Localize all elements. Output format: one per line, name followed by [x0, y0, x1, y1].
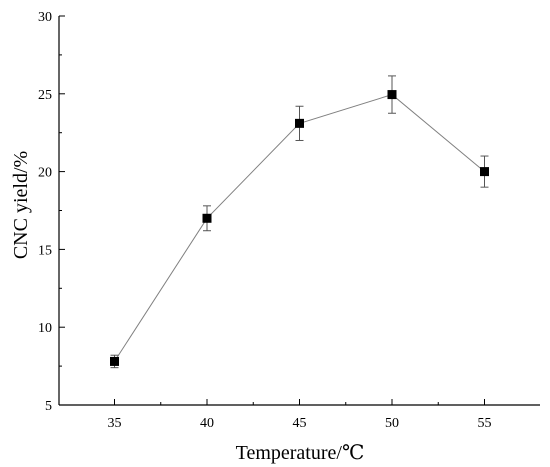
- x-tick-label: 55: [478, 416, 492, 431]
- y-tick-label: 25: [38, 88, 52, 103]
- data-point-marker: [295, 118, 304, 128]
- y-tick-label: 20: [38, 166, 52, 181]
- y-tick-label: 30: [38, 10, 52, 25]
- data-point-marker: [202, 213, 212, 223]
- data-point-marker: [480, 167, 489, 177]
- data-point-marker: [387, 90, 397, 100]
- x-tick-label: 35: [108, 416, 122, 431]
- y-tick-label: 5: [45, 399, 52, 414]
- y-axis-title: CNC yield/%: [10, 151, 32, 259]
- data-point-marker: [110, 356, 119, 366]
- y-tick-label: 15: [38, 243, 52, 258]
- series: [110, 75, 489, 369]
- x-axis-title: Temperature/℃: [236, 442, 365, 464]
- x-tick-label: 40: [200, 416, 214, 431]
- x-tick-label: 45: [293, 416, 307, 431]
- ticks: 5 10 15 20 25 30 35 40 45 50 55: [38, 10, 492, 431]
- axes: [58, 16, 540, 406]
- x-tick-label: 50: [385, 416, 399, 431]
- y-tick-label: 10: [38, 321, 52, 336]
